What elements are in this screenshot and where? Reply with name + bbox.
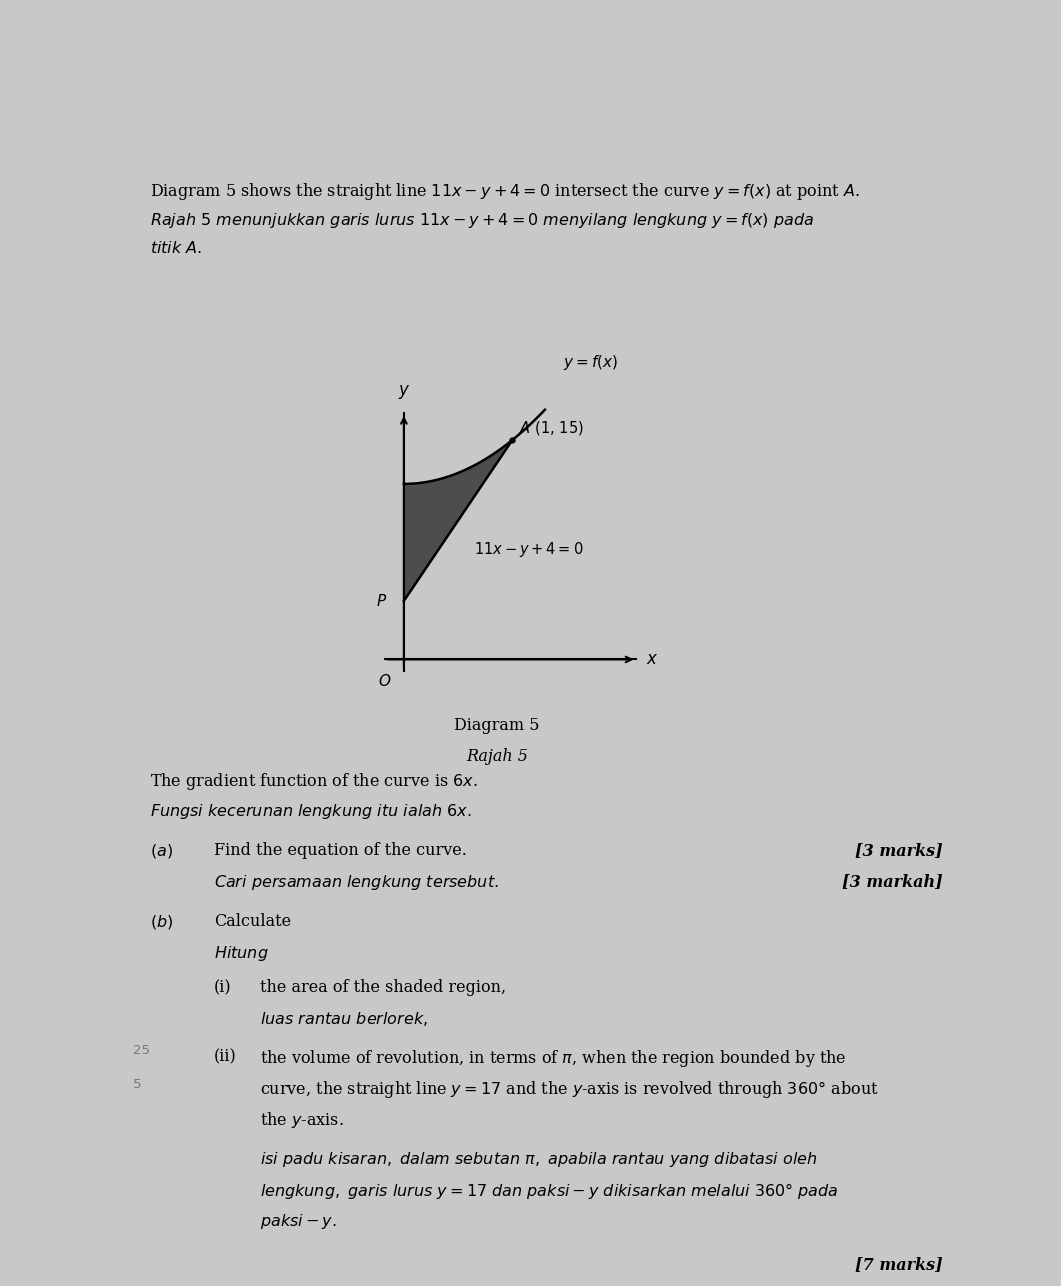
Text: $\it{lengkung,\ garis\ lurus}$ $y=17$ $\it{dan\ paksi-}$$y$ $\it{dikisarkan\ mel: $\it{lengkung,\ garis\ lurus}$ $y=17$ $\… <box>261 1181 839 1201</box>
Text: The gradient function of the curve is $6x$.: The gradient function of the curve is $6… <box>150 772 477 792</box>
Polygon shape <box>404 440 512 601</box>
Text: 25: 25 <box>133 1044 150 1057</box>
Text: $\it{Fungsi\ kecerunan\ lengkung\ itu\ ialah}$ $6x.$: $\it{Fungsi\ kecerunan\ lengkung\ itu\ i… <box>150 802 471 820</box>
Text: $P$: $P$ <box>376 593 387 608</box>
Text: the area of the shaded region,: the area of the shaded region, <box>261 979 506 995</box>
Text: $(b)$: $(b)$ <box>150 913 173 931</box>
Text: $y = f(x)$: $y = f(x)$ <box>563 352 618 372</box>
Text: Diagram 5 shows the straight line $11x-y+4=0$ intersect the curve $y=f(x)$ at po: Diagram 5 shows the straight line $11x-y… <box>150 180 859 202</box>
Text: [7 marks]: [7 marks] <box>855 1256 942 1273</box>
Text: $(a)$: $(a)$ <box>150 842 173 860</box>
Text: Find the equation of the curve.: Find the equation of the curve. <box>214 842 467 859</box>
Text: Calculate: Calculate <box>214 913 291 930</box>
Text: $\it{paksi-}$$y.$: $\it{paksi-}$$y.$ <box>261 1211 337 1231</box>
Text: $11x-y+4=0$: $11x-y+4=0$ <box>473 540 584 558</box>
Text: $\it{titik\ A.}$: $\it{titik\ A.}$ <box>150 239 202 257</box>
Text: (i): (i) <box>214 979 231 995</box>
Text: curve, the straight line $y=17$ and the $y$-axis is revolved through $360°$ abou: curve, the straight line $y=17$ and the … <box>261 1079 880 1100</box>
Text: Rajah 5: Rajah 5 <box>466 748 527 765</box>
Text: $O$: $O$ <box>378 673 392 688</box>
Text: the volume of revolution, in terms of $\pi$, when the region bounded by the: the volume of revolution, in terms of $\… <box>261 1048 847 1069</box>
Text: $\it{isi\ padu\ kisaran,\ dalam\ sebutan}$ $\pi$$\it{,\ apabila\ rantau\ yang\ d: $\it{isi\ padu\ kisaran,\ dalam\ sebutan… <box>261 1150 818 1169</box>
Text: $A$ (1, 15): $A$ (1, 15) <box>519 419 585 437</box>
Text: (ii): (ii) <box>214 1048 237 1065</box>
Text: $\it{luas\ rantau\ berlorek,}$: $\it{luas\ rantau\ berlorek,}$ <box>261 1010 429 1028</box>
Text: the $y$-axis.: the $y$-axis. <box>261 1110 344 1130</box>
Text: $y$: $y$ <box>398 383 411 401</box>
Text: $x$: $x$ <box>646 651 658 669</box>
Text: $\it{Hitung}$: $\it{Hitung}$ <box>214 944 268 962</box>
Text: 5: 5 <box>133 1078 141 1091</box>
Text: [3 markah]: [3 markah] <box>841 873 942 890</box>
Text: $\it{Rajah\ 5\ menunjukkan\ garis\ lurus}$ $11x-y+4=0$ $\it{menyilang\ lengkung}: $\it{Rajah\ 5\ menunjukkan\ garis\ lurus… <box>150 211 814 230</box>
Text: [3 marks]: [3 marks] <box>855 842 942 859</box>
Text: Diagram 5: Diagram 5 <box>454 718 540 734</box>
Text: $\it{Cari\ persamaan\ lengkung\ tersebut.}$: $\it{Cari\ persamaan\ lengkung\ tersebut… <box>214 873 499 891</box>
